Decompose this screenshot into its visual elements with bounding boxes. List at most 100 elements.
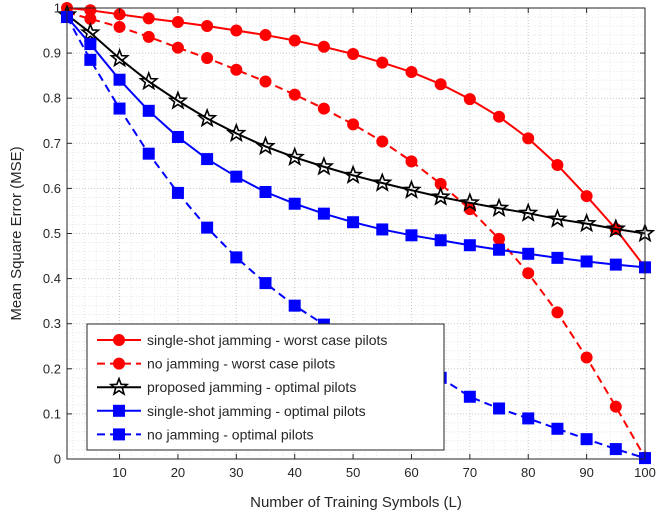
data-point <box>288 88 301 101</box>
legend-marker <box>113 428 125 441</box>
data-point <box>493 232 506 245</box>
data-point <box>113 73 126 86</box>
data-point <box>376 223 389 236</box>
legend-entry: no jamming - optimal pilots <box>97 426 314 442</box>
data-point <box>84 38 97 51</box>
series-line <box>66 7 646 268</box>
data-point <box>255 135 276 156</box>
data-point <box>259 29 272 42</box>
data-point <box>493 110 506 123</box>
data-point <box>376 135 389 148</box>
data-point <box>580 351 593 364</box>
data-point <box>171 186 184 199</box>
series-layer <box>56 2 656 465</box>
data-point <box>463 390 476 403</box>
data-point <box>609 400 622 413</box>
y-tick-label: 0 <box>54 452 61 467</box>
x-tick-label: 10 <box>112 465 126 480</box>
data-point <box>347 216 360 229</box>
data-point <box>230 63 243 76</box>
data-point <box>547 208 568 228</box>
data-point <box>372 172 393 192</box>
data-point <box>405 66 418 79</box>
legend-entry: single-shot jamming - worst case pilots <box>97 332 387 348</box>
data-point <box>138 70 159 91</box>
data-point <box>84 53 97 66</box>
series-1 <box>61 2 651 274</box>
data-point <box>376 56 389 69</box>
data-point <box>347 48 360 61</box>
data-point <box>576 212 597 233</box>
legend-marker <box>113 357 125 370</box>
data-point <box>401 179 422 199</box>
data-point <box>201 153 214 166</box>
data-point <box>522 267 535 280</box>
y-tick-label: 0.6 <box>43 181 61 196</box>
legend-label: single-shot jamming - worst case pilots <box>147 332 387 348</box>
x-tick-label: 80 <box>521 465 535 480</box>
x-tick-label: 90 <box>579 465 593 480</box>
data-point <box>317 102 330 115</box>
data-point <box>142 12 155 25</box>
y-tick-label: 0.5 <box>43 226 61 241</box>
x-tick-label: 30 <box>229 465 243 480</box>
legend: single-shot jamming - worst case pilots n… <box>86 323 445 451</box>
y-tick-label: 1 <box>54 1 61 16</box>
data-point <box>284 146 305 167</box>
x-axis-label: Number of Training Symbols (L) <box>250 494 462 511</box>
data-point <box>317 40 330 53</box>
legend-label: single-shot jamming - optimal pilots <box>147 403 366 419</box>
y-tick-label: 0.2 <box>43 361 61 376</box>
data-point <box>609 443 622 456</box>
data-point <box>609 258 622 271</box>
data-point <box>196 107 218 128</box>
data-point <box>288 299 301 312</box>
x-tick-label: 40 <box>287 465 301 480</box>
data-point <box>113 20 126 33</box>
x-tick-label: 60 <box>404 465 418 480</box>
ticks: 10 20 30 40 50 60 70 80 90 100 0 0.1 0.2 0.3 0.4 0.5 0.6… <box>43 1 656 481</box>
legend-entry: single-shot jamming - optimal pilots <box>97 403 366 419</box>
data-point <box>463 93 476 106</box>
data-point <box>201 20 214 33</box>
data-point <box>171 130 184 143</box>
data-point <box>580 255 593 268</box>
legend-entry: no jamming - worst case pilots <box>97 356 335 372</box>
data-point <box>430 186 451 206</box>
legend-entry: proposed jamming - optimal pilots <box>97 376 356 396</box>
y-tick-label: 0.7 <box>43 136 61 151</box>
data-point <box>488 197 510 217</box>
data-point <box>80 22 101 42</box>
data-point <box>605 218 627 238</box>
data-point <box>551 306 564 319</box>
data-point <box>230 170 243 183</box>
data-point <box>522 412 535 425</box>
y-tick-label: 0.1 <box>43 406 61 421</box>
series-line <box>66 13 646 235</box>
data-point <box>113 102 126 115</box>
data-point <box>171 41 184 54</box>
series-line <box>66 11 646 459</box>
data-point <box>259 186 272 199</box>
data-point <box>342 164 364 185</box>
legend-marker <box>113 404 125 417</box>
data-point <box>230 24 243 37</box>
data-point <box>288 34 301 47</box>
data-point <box>493 402 506 415</box>
data-point <box>580 190 593 203</box>
legend-marker <box>108 376 130 396</box>
data-point <box>201 52 214 65</box>
data-point <box>580 433 593 446</box>
y-tick-label: 0.3 <box>43 316 61 331</box>
data-point <box>167 90 189 110</box>
legend-label: proposed jamming - optimal pilots <box>147 379 356 395</box>
data-point <box>347 118 360 131</box>
legend-label: no jamming - worst case pilots <box>147 356 335 372</box>
x-tick-label: 100 <box>634 465 656 480</box>
data-point <box>434 234 447 247</box>
data-point <box>288 197 301 210</box>
data-point <box>522 247 535 260</box>
data-point <box>517 202 539 222</box>
series-4 <box>61 11 651 274</box>
